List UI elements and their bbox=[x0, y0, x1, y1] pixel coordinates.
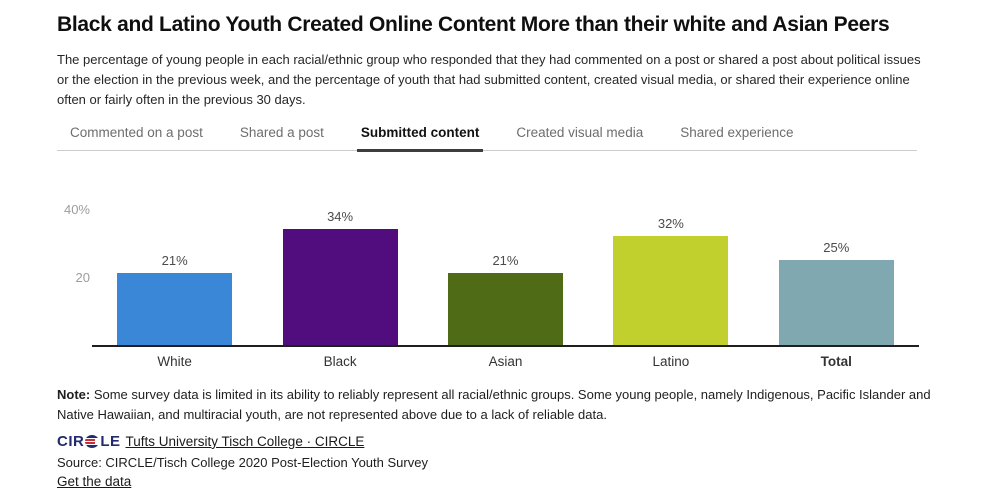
bar-group-total: 25% bbox=[778, 239, 894, 345]
y-axis-tick: 40% bbox=[63, 201, 90, 217]
tab-bar: Commented on a post Shared a post Submitte… bbox=[57, 121, 917, 152]
tab-commented-on-a-post[interactable]: Commented on a post bbox=[70, 124, 203, 140]
x-axis-label-black: Black bbox=[323, 353, 357, 369]
bar-value-label: 34% bbox=[327, 208, 354, 224]
bar-chart: 40% 20 21% 34% 21% 32% 25% White Black Asian Lat… bbox=[57, 151, 919, 369]
bar-value-label: 21% bbox=[492, 253, 519, 269]
tab-created-visual-media[interactable]: Created visual media bbox=[516, 124, 644, 140]
bar-value-label: 25% bbox=[823, 239, 850, 255]
x-axis-label-total: Total bbox=[820, 353, 852, 369]
note-label: Note: bbox=[57, 386, 91, 402]
bar-white bbox=[117, 273, 233, 345]
bars-container: 21% 34% 21% 32% 25% bbox=[92, 151, 919, 345]
page-title: Black and Latino Youth Created Online Co… bbox=[57, 13, 890, 36]
x-axis-label-asian: Asian bbox=[488, 353, 523, 369]
plot-area: 40% 20 21% 34% 21% 32% 25% bbox=[57, 151, 919, 347]
x-axis-labels: White Black Asian Latino Total bbox=[92, 354, 919, 369]
bar-group-black: 34% bbox=[282, 208, 398, 345]
bar-black bbox=[282, 228, 398, 345]
note-text: Note: Some survey data is limited in its… bbox=[57, 386, 931, 422]
tab-shared-experience[interactable]: Shared experience bbox=[680, 124, 794, 140]
bar-group-latino: 32% bbox=[613, 215, 729, 345]
chart-description: The percentage of young people in each r… bbox=[57, 52, 921, 108]
y-axis-tick: 20 bbox=[75, 269, 90, 285]
x-axis-label-latino: Latino bbox=[652, 353, 690, 369]
tab-shared-a-post[interactable]: Shared a post bbox=[239, 124, 324, 140]
x-axis-baseline bbox=[92, 344, 919, 347]
get-the-data-link[interactable]: Get the data bbox=[57, 473, 132, 489]
bar-group-asian: 21% bbox=[447, 253, 563, 345]
bar-total bbox=[778, 259, 894, 345]
circle-logo[interactable]: CIR LE bbox=[57, 432, 121, 450]
footer-logo-row: CIR LE Tufts University Tisch College · C… bbox=[57, 433, 1000, 450]
bar-value-label: 32% bbox=[657, 215, 684, 231]
circle-logo-c-icon bbox=[85, 434, 101, 448]
x-axis-label-white: White bbox=[157, 353, 192, 369]
bar-asian bbox=[447, 273, 563, 345]
bar-value-label: 21% bbox=[161, 253, 188, 269]
bar-latino bbox=[613, 235, 729, 345]
tab-submitted-content[interactable]: Submitted content bbox=[356, 121, 484, 152]
bar-group-white: 21% bbox=[117, 253, 233, 345]
attribution-link[interactable]: Tufts University Tisch College · CIRCLE bbox=[125, 433, 365, 449]
source-text: Source: CIRCLE/Tisch College 2020 Post-E… bbox=[57, 454, 428, 470]
